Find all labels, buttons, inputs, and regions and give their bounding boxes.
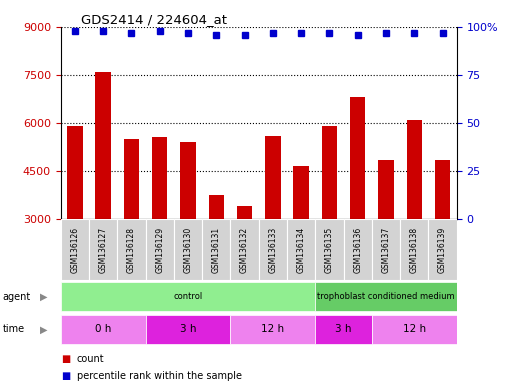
Text: GSM136135: GSM136135 — [325, 227, 334, 273]
Text: 3 h: 3 h — [335, 324, 352, 334]
Text: GSM136138: GSM136138 — [410, 227, 419, 273]
Text: 3 h: 3 h — [180, 324, 196, 334]
Bar — [372, 314, 457, 344]
Bar — [146, 220, 174, 280]
Text: 12 h: 12 h — [261, 324, 285, 334]
Bar — [117, 220, 146, 280]
Bar — [67, 126, 83, 219]
Bar — [315, 220, 344, 280]
Text: GSM136128: GSM136128 — [127, 227, 136, 273]
Bar — [435, 160, 450, 219]
Text: trophoblast conditioned medium: trophoblast conditioned medium — [317, 292, 455, 301]
Bar — [372, 220, 400, 280]
Text: ▶: ▶ — [40, 291, 47, 302]
Text: agent: agent — [3, 291, 31, 302]
Bar — [152, 137, 167, 219]
Text: GSM136133: GSM136133 — [268, 227, 277, 273]
Bar — [96, 72, 111, 219]
Text: GSM136134: GSM136134 — [297, 227, 306, 273]
Bar — [287, 220, 315, 280]
Bar — [350, 97, 365, 219]
Text: percentile rank within the sample: percentile rank within the sample — [77, 371, 242, 381]
Text: GSM136127: GSM136127 — [99, 227, 108, 273]
Bar — [400, 220, 428, 280]
Text: GSM136139: GSM136139 — [438, 227, 447, 273]
Text: time: time — [3, 324, 25, 334]
Text: ■: ■ — [61, 371, 70, 381]
Text: GSM136129: GSM136129 — [155, 227, 164, 273]
Text: 12 h: 12 h — [403, 324, 426, 334]
Bar — [61, 282, 315, 311]
Text: GSM136126: GSM136126 — [70, 227, 79, 273]
Bar — [230, 314, 315, 344]
Bar — [61, 220, 89, 280]
Bar — [315, 282, 457, 311]
Bar — [89, 220, 117, 280]
Bar — [61, 314, 146, 344]
Text: GSM136137: GSM136137 — [382, 227, 391, 273]
Bar — [265, 136, 281, 219]
Bar — [322, 126, 337, 219]
Bar — [378, 160, 394, 219]
Bar — [209, 195, 224, 219]
Bar — [294, 166, 309, 219]
Bar — [428, 220, 457, 280]
Bar — [174, 220, 202, 280]
Bar — [146, 314, 230, 344]
Text: GSM136130: GSM136130 — [184, 227, 193, 273]
Text: GSM136136: GSM136136 — [353, 227, 362, 273]
Text: 0 h: 0 h — [95, 324, 111, 334]
Text: GSM136131: GSM136131 — [212, 227, 221, 273]
Bar — [202, 220, 230, 280]
Bar — [180, 142, 196, 219]
Text: ▶: ▶ — [40, 324, 47, 334]
Text: control: control — [173, 292, 203, 301]
Bar — [407, 120, 422, 219]
Bar — [230, 220, 259, 280]
Bar — [315, 314, 372, 344]
Text: ■: ■ — [61, 354, 70, 364]
Text: GDS2414 / 224604_at: GDS2414 / 224604_at — [81, 13, 227, 26]
Text: GSM136132: GSM136132 — [240, 227, 249, 273]
Bar — [344, 220, 372, 280]
Text: count: count — [77, 354, 104, 364]
Bar — [237, 206, 252, 219]
Bar — [124, 139, 139, 219]
Bar — [259, 220, 287, 280]
